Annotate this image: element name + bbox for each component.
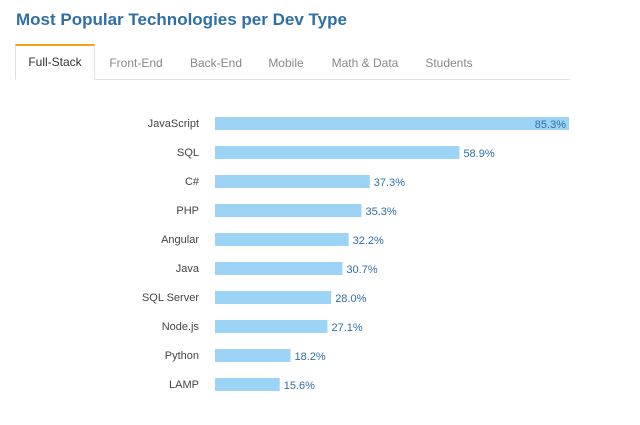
- category-label: JavaScript: [148, 118, 199, 130]
- tab-full-stack[interactable]: Full-Stack: [15, 44, 95, 80]
- category-label: Java: [176, 263, 200, 275]
- category-label: LAMP: [169, 379, 199, 391]
- value-label: 85.3%: [535, 119, 566, 131]
- value-label: 32.2%: [353, 235, 384, 247]
- category-label: C#: [185, 176, 200, 188]
- category-label: SQL Server: [142, 292, 199, 304]
- tab-front-end[interactable]: Front-End: [109, 56, 163, 70]
- value-label: 35.3%: [365, 206, 396, 218]
- value-label: 18.2%: [295, 351, 326, 363]
- tab-mobile[interactable]: Mobile: [268, 56, 304, 70]
- bar: [215, 291, 332, 304]
- bar: [215, 262, 343, 275]
- bar: [215, 320, 328, 333]
- bar: [215, 378, 280, 391]
- bar: [215, 146, 460, 159]
- bar: [215, 349, 291, 362]
- value-label: 28.0%: [335, 293, 366, 305]
- page-title: Most Popular Technologies per Dev Type: [16, 10, 347, 29]
- tab-students[interactable]: Students: [425, 56, 473, 70]
- category-label: SQL: [177, 147, 199, 159]
- value-label: 15.6%: [284, 380, 315, 392]
- bar: [215, 117, 569, 130]
- value-label: 27.1%: [331, 322, 362, 334]
- category-label: Python: [165, 350, 199, 362]
- value-label: 30.7%: [346, 264, 377, 276]
- bar: [215, 204, 362, 217]
- dev-type-tabs: Full-Stack Front-End Back-End Mobile Mat…: [15, 44, 570, 80]
- bar: [215, 175, 370, 188]
- category-label: Node.js: [162, 321, 200, 333]
- bar: [215, 233, 349, 246]
- category-label: Angular: [161, 234, 199, 246]
- tab-math-data[interactable]: Math & Data: [331, 56, 399, 70]
- tab-back-end[interactable]: Back-End: [189, 56, 243, 70]
- category-label: PHP: [176, 205, 199, 217]
- value-label: 37.3%: [374, 177, 405, 189]
- value-label: 58.9%: [463, 148, 494, 160]
